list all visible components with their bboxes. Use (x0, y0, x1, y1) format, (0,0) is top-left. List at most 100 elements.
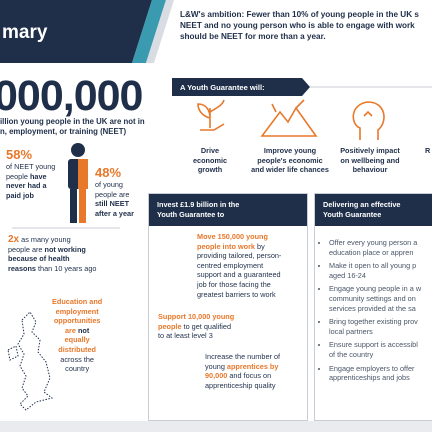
text: country (65, 364, 90, 374)
text: community settings and on (329, 293, 416, 303)
text: behaviour (352, 165, 388, 175)
text: R (425, 146, 431, 155)
text: of the country (329, 349, 374, 359)
text: and wider life chances (251, 165, 329, 175)
text: are (64, 325, 78, 335)
text: services provided at the sa (329, 303, 416, 313)
text: by (254, 241, 265, 251)
text: Bring together existing prov (329, 317, 418, 327)
benefit: R (425, 146, 430, 156)
benefit: Positively impact on wellbeing and behavio… (335, 146, 405, 175)
text: growth (197, 165, 223, 175)
benefit: Improve young people's economic and wider … (250, 146, 330, 175)
text: job for those facing the (197, 279, 271, 289)
text: people are (8, 244, 45, 254)
text: Offer every young person a (329, 238, 418, 247)
text: 90,000 (205, 371, 228, 381)
text: Engage young people in a w (329, 284, 422, 294)
text: Make it open to all young p (329, 261, 417, 271)
title: mary (2, 22, 48, 43)
text: and focus on (227, 371, 272, 381)
text: still NEET (95, 199, 130, 209)
text: centred employment (197, 260, 264, 270)
text: NEET and no young person who is able to … (180, 21, 415, 30)
text: apprenticeships and jobs (329, 373, 410, 383)
text: to get qualified (181, 321, 232, 331)
stat-health: 2x as many young people are not working be… (8, 235, 96, 273)
regional: Education and employment opportunities are … (52, 297, 102, 374)
ambition: L&W's ambition: Fewer than 10% of young … (180, 9, 419, 42)
text: opportunities (53, 316, 101, 326)
text: Youth Guarantee (323, 210, 382, 219)
text: people (6, 171, 30, 181)
text: distributed (58, 344, 96, 354)
text: Move 150,000 young (197, 232, 268, 241)
text: never had a (6, 181, 47, 191)
text: employment (55, 306, 99, 316)
investment-item: Increase the number of young apprentices … (205, 352, 280, 390)
text: Support 10,000 young (158, 312, 235, 321)
text: Positively impact (340, 146, 400, 155)
text: people's economic (257, 155, 323, 165)
text: local partners (329, 326, 373, 336)
text: 2x (8, 234, 20, 245)
text: greatest barriers to work (197, 289, 276, 299)
text: Improve young (263, 146, 317, 155)
text: apprenticeship quality (205, 380, 276, 390)
stat-still-neet: 48% of young people are still NEET after a … (95, 165, 134, 218)
text: Education and (52, 297, 103, 306)
investment-box: Invest £1.9 billion in the Youth Guarante… (148, 193, 308, 421)
text: apprentices by (226, 361, 279, 371)
text: economic (192, 155, 228, 165)
text: young (205, 361, 227, 371)
text: Delivering an effective (323, 200, 401, 209)
text: support and a guaranteed (197, 270, 281, 280)
delivery-bullet: Engage employers to offerapprenticeships… (329, 364, 432, 383)
text: providing tailored, person- (197, 251, 282, 261)
text: n, employment, or training (NEET) (0, 127, 127, 136)
benefit: Drive economic growth (185, 146, 235, 175)
investment-item: Move 150,000 young people into work by pro… (197, 232, 281, 299)
text: Increase the number of (205, 352, 281, 361)
text: as many young (19, 235, 71, 244)
text: should be NEET for more than a year. (180, 32, 326, 41)
text: Drive (200, 146, 220, 155)
text: paid job (6, 190, 34, 200)
text: on wellbeing and (340, 155, 400, 165)
text: have (29, 171, 47, 181)
text: people (158, 321, 182, 331)
text: 58% (6, 147, 33, 162)
text: illion young people in the UK are not in (0, 117, 145, 126)
text: people into work (197, 241, 255, 251)
text: L&W's ambition: Fewer than 10% of young … (180, 10, 419, 19)
text: to at least level 3 (158, 331, 213, 341)
text: across the (60, 354, 94, 364)
text: people are (95, 189, 130, 199)
text: than 10 years ago (36, 263, 97, 273)
text: 48% (95, 165, 122, 180)
text: education place or appren (329, 247, 414, 257)
text: reasons (8, 263, 36, 273)
text: Youth Guarantee to (157, 210, 225, 219)
text: after a year (95, 208, 134, 218)
text: Ensure support is accessibl (329, 340, 418, 350)
text: of NEET young (6, 162, 56, 171)
text: not (77, 325, 90, 335)
delivery-heading: Delivering an effective Youth Guarantee (315, 194, 432, 226)
text: Invest £1.9 billion in the (157, 200, 240, 209)
investment-item: Support 10,000 young people to get qualif… (158, 312, 234, 341)
text: Engage employers to offer (329, 363, 415, 373)
text: of young (95, 180, 123, 189)
intro: illion young people in the UK are not in… (0, 117, 145, 137)
text: aged 16-24 (329, 270, 366, 280)
big-number: 000,000 (0, 72, 143, 120)
text: equally (64, 335, 90, 345)
